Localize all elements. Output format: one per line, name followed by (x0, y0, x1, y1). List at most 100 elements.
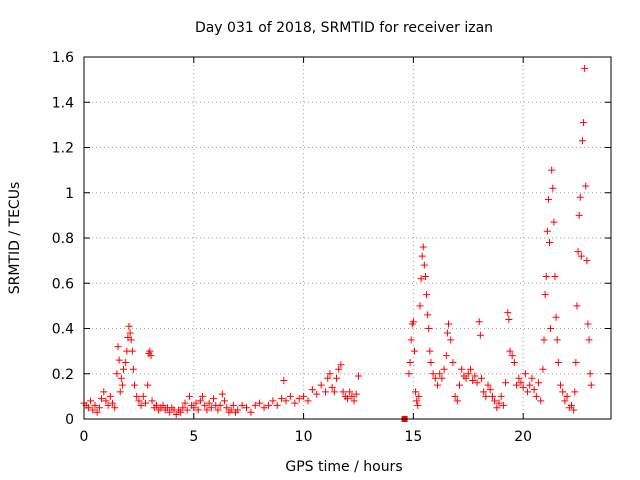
x-tick-label: 5 (189, 429, 198, 445)
data-point (476, 331, 484, 339)
data-point (425, 325, 433, 332)
data-point (417, 275, 425, 283)
data-point (135, 397, 143, 405)
data-point (504, 309, 512, 317)
data-point (87, 397, 95, 405)
data-point (201, 401, 209, 409)
data-point (337, 361, 345, 369)
data-point (346, 388, 354, 396)
data-point (561, 397, 569, 405)
data-point (416, 302, 424, 310)
data-point (449, 358, 457, 366)
data-point (453, 397, 461, 405)
data-point (443, 329, 451, 337)
data-point (106, 392, 114, 400)
y-axis-label: SRMTID / TECUs (7, 182, 23, 295)
data-point (438, 374, 446, 382)
data-point (133, 392, 141, 400)
x-tick-label: 10 (295, 429, 313, 445)
data-point (116, 388, 124, 396)
data-point (104, 401, 112, 409)
data-point (488, 392, 496, 400)
data-point (205, 399, 213, 407)
data-point (471, 372, 479, 380)
data-point (227, 406, 235, 414)
data-point (510, 358, 518, 366)
data-point (499, 401, 507, 409)
data-point (517, 379, 525, 387)
data-point (352, 390, 360, 398)
data-point (491, 397, 499, 405)
data-point (148, 397, 156, 405)
data-point (339, 388, 347, 396)
data-point (546, 239, 554, 247)
data-point (147, 352, 155, 360)
data-point (111, 404, 119, 412)
y-tick-labels: 0 0.2 0.4 0.6 0.8 1 1.2 1.4 1.6 (52, 50, 74, 428)
y-tick-label: 0 (65, 412, 74, 428)
y-tick-label: 1.6 (52, 50, 74, 66)
data-point (282, 397, 290, 405)
data-point (350, 397, 358, 405)
data-point (447, 336, 455, 344)
data-point (144, 381, 152, 389)
data-point (146, 347, 154, 355)
data-point (539, 365, 547, 373)
y-tick-label: 0.4 (52, 322, 74, 338)
data-point (291, 399, 299, 407)
data-point (322, 388, 330, 396)
x-tick-label: 0 (80, 429, 89, 445)
data-point (95, 404, 103, 412)
data-point (532, 392, 540, 400)
data-point (544, 196, 552, 204)
data-point (295, 395, 303, 403)
data-point (493, 404, 501, 412)
data-point (415, 392, 423, 400)
data-point (131, 381, 139, 389)
data-point (552, 313, 560, 321)
data-point (482, 392, 490, 400)
data-point (581, 64, 589, 72)
data-point (587, 381, 595, 389)
y-tick-label: 0.2 (52, 367, 74, 383)
data-point (455, 381, 463, 389)
data-point (412, 388, 420, 396)
data-point (429, 370, 437, 378)
data-point (141, 399, 149, 407)
data-point (234, 406, 242, 414)
data-point (183, 406, 191, 414)
data-point (172, 410, 180, 418)
data-point (113, 370, 121, 378)
data-point (409, 318, 417, 326)
data-point (326, 370, 334, 378)
data-point (410, 347, 418, 355)
data-point (466, 365, 474, 373)
data-point (578, 137, 586, 145)
data-point (573, 302, 581, 310)
data-point (229, 401, 237, 409)
data-point (528, 374, 536, 382)
data-point (247, 408, 255, 416)
data-point (139, 392, 147, 400)
y-tick-label: 0.8 (52, 231, 74, 247)
data-point (505, 315, 513, 323)
data-point (190, 404, 198, 412)
data-point (216, 401, 224, 409)
data-point (242, 404, 250, 412)
data-point (537, 397, 545, 405)
data-point (304, 397, 312, 405)
data-point (179, 404, 187, 412)
data-point (256, 399, 264, 407)
data-point (553, 336, 561, 344)
data-point (440, 365, 448, 373)
data-point (524, 388, 532, 396)
data-point (221, 397, 229, 405)
data-point (426, 347, 434, 355)
data-point (129, 365, 137, 373)
data-point (585, 336, 593, 344)
data-point (477, 374, 485, 382)
data-point (519, 383, 527, 391)
data-point (91, 401, 99, 409)
data-point (436, 370, 444, 378)
data-point (434, 381, 442, 389)
